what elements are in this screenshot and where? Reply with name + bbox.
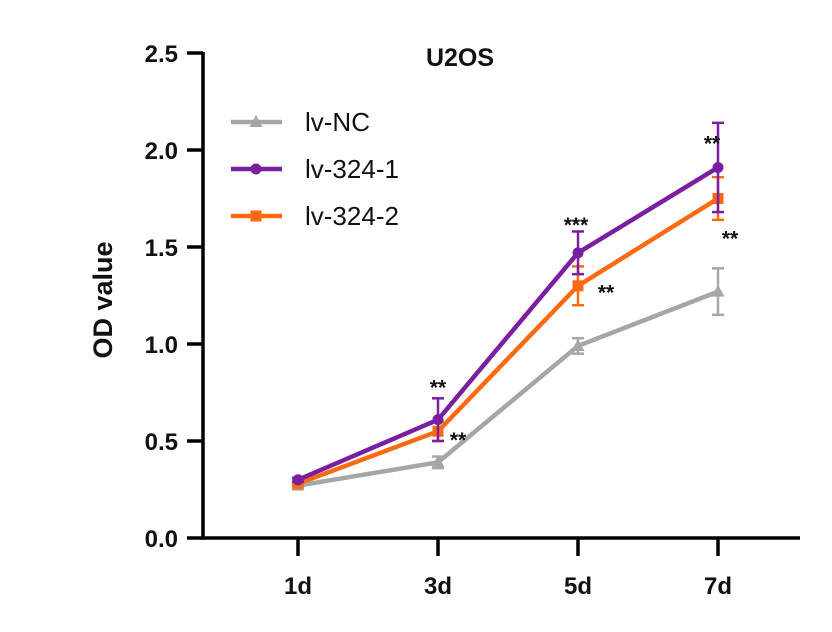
- legend-item: lv-NC: [231, 107, 370, 137]
- data-point: [292, 474, 304, 486]
- y-tick-label: 2.5: [145, 41, 178, 68]
- significance-annotation: **: [704, 132, 721, 155]
- series-lv-324-1: [292, 121, 724, 486]
- legend-label: lv-324-1: [305, 154, 399, 184]
- y-tick-label: 1.5: [145, 235, 178, 262]
- legend-swatch-marker: [250, 210, 262, 222]
- y-tick-label: 0.0: [145, 526, 178, 553]
- legend-label: lv-324-2: [305, 201, 399, 231]
- y-axis-label: OD value: [88, 241, 118, 358]
- series-line: [297, 196, 720, 486]
- data-point: [711, 284, 725, 297]
- legend-swatch-marker: [249, 115, 263, 127]
- series-lv-NC: [291, 267, 725, 491]
- legend-item: lv-324-1: [231, 154, 399, 184]
- significance-annotation: **: [722, 227, 739, 250]
- series-line: [297, 165, 720, 482]
- data-point: [572, 280, 584, 292]
- data-point: [431, 455, 445, 468]
- y-axis: 0.0 0.5 1.0 1.5 2.0 2.5: [145, 41, 205, 553]
- significance-annotation: **: [450, 429, 467, 452]
- legend-label: lv-NC: [305, 107, 370, 137]
- y-ticks: 0.0 0.5 1.0 1.5 2.0 2.5: [145, 41, 203, 553]
- x-axis: 1d 3d 5d 7d: [201, 536, 800, 600]
- plot-series: [291, 121, 725, 491]
- y-tick-label: 0.5: [145, 429, 178, 456]
- significance-annotation: **: [430, 377, 447, 400]
- data-point: [712, 161, 724, 173]
- legend-swatch-marker: [250, 163, 262, 175]
- x-ticks: 1d 3d 5d 7d: [284, 538, 732, 600]
- y-tick-label: 1.0: [145, 332, 178, 359]
- plot-annotations: *************: [430, 132, 739, 452]
- y-tick-label: 2.0: [145, 138, 178, 165]
- x-tick-label: 5d: [564, 573, 592, 600]
- data-point: [432, 414, 444, 426]
- chart-title: U2OS: [426, 44, 494, 72]
- x-tick-label: 3d: [424, 573, 452, 600]
- data-point: [572, 247, 584, 259]
- legend: lv-NC lv-324-1 lv-324-2: [231, 107, 399, 231]
- legend-item: lv-324-2: [231, 201, 399, 231]
- significance-annotation: ***: [564, 214, 589, 237]
- data-point: [571, 338, 585, 351]
- x-tick-label: 1d: [284, 573, 312, 600]
- significance-annotation: **: [598, 282, 615, 305]
- series-line: [297, 289, 719, 488]
- x-tick-label: 7d: [704, 573, 732, 600]
